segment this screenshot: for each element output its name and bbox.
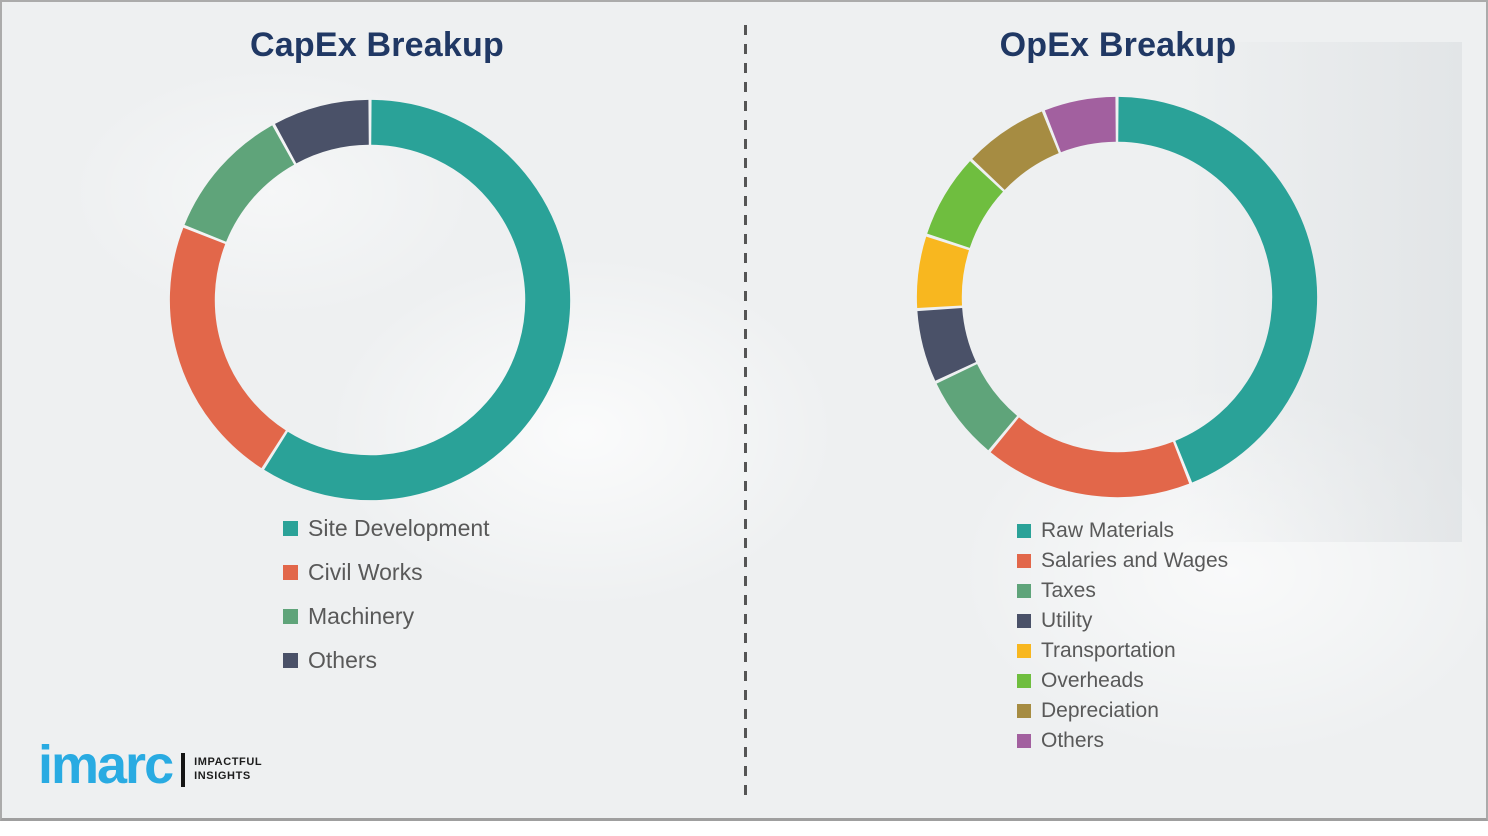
donut-segment-site-development: [264, 99, 571, 501]
legend-swatch-others-capex: [283, 652, 298, 668]
imarc-logo: imarc IMPACTFUL INSIGHTS: [38, 738, 262, 792]
tagline-line-2: INSIGHTS: [194, 770, 251, 782]
legend-label: Overheads: [1041, 669, 1144, 692]
legend-swatch-site-development: [283, 520, 298, 536]
opex-donut-chart: [916, 96, 1318, 498]
legend-item-overheads: Overheads: [1017, 666, 1228, 696]
legend-label: Transportation: [1041, 639, 1176, 662]
dashed-divider: [744, 25, 747, 795]
donut-segment-depreciation: [972, 111, 1060, 191]
legend-label: Others: [308, 646, 378, 673]
donut-segment-taxes: [936, 363, 1018, 451]
legend-label: Civil Works: [308, 558, 423, 585]
legend-label: Depreciation: [1041, 699, 1159, 722]
logo-divider-bar: [181, 753, 186, 787]
imarc-wordmark: imarc: [38, 735, 174, 795]
legend-label: Taxes: [1041, 579, 1096, 602]
donut-segment-utility: [917, 307, 977, 381]
donut-segment-salaries-and-wages: [990, 417, 1190, 498]
opex-legend: Raw Materials Salaries and Wages Taxes U…: [1017, 516, 1228, 756]
legend-item-site-development: Site Development: [283, 506, 490, 550]
legend-label: Machinery: [308, 602, 415, 629]
donut-segment-civil-works: [169, 227, 287, 469]
legend-swatch-salaries-and-wages: [1017, 554, 1031, 568]
legend-swatch-others-opex: [1017, 734, 1031, 748]
legend-label: Salaries and Wages: [1041, 549, 1229, 572]
donut-segment-transportation: [916, 236, 970, 308]
legend-label: Raw Materials: [1041, 519, 1175, 542]
legend-item-transportation: Transportation: [1017, 636, 1228, 666]
opex-chart-title: OpEx Breakup: [999, 26, 1237, 64]
legend-item-depreciation: Depreciation: [1017, 696, 1228, 726]
legend-swatch-taxes: [1017, 584, 1031, 598]
donut-segment-others: [274, 99, 370, 164]
legend-label: Others: [1041, 729, 1105, 752]
tagline-line-1: IMPACTFUL: [194, 756, 263, 769]
legend-swatch-depreciation: [1017, 704, 1031, 718]
legend-item-others-capex: Others: [283, 638, 490, 682]
capex-legend: Site Development Civil Works Machinery O…: [283, 506, 490, 682]
legend-swatch-raw-materials: [1017, 524, 1031, 538]
donut-segment-raw-materials: [1117, 96, 1318, 483]
legend-swatch-civil-works: [283, 564, 298, 580]
capex-chart-title: CapEx Breakup: [250, 26, 504, 64]
legend-swatch-utility: [1017, 614, 1031, 628]
legend-swatch-overheads: [1017, 674, 1031, 688]
legend-swatch-transportation: [1017, 644, 1031, 658]
legend-swatch-machinery: [283, 608, 298, 624]
legend-item-salaries-and-wages: Salaries and Wages: [1017, 546, 1228, 576]
legend-label: Site Development: [308, 514, 490, 541]
logo-tagline: IMPACTFUL INSIGHTS: [194, 756, 262, 784]
legend-item-machinery: Machinery: [283, 594, 490, 638]
legend-item-raw-materials: Raw Materials: [1017, 516, 1228, 546]
legend-item-civil-works: Civil Works: [283, 550, 490, 594]
donut-segment-others: [1044, 96, 1117, 153]
legend-label: Utility: [1041, 609, 1093, 632]
capex-donut-chart: [169, 99, 571, 501]
legend-item-utility: Utility: [1017, 606, 1228, 636]
donut-segment-machinery: [184, 125, 295, 243]
legend-item-taxes: Taxes: [1017, 576, 1228, 606]
donut-segment-overheads: [927, 161, 1004, 249]
legend-item-others-opex: Others: [1017, 726, 1228, 756]
